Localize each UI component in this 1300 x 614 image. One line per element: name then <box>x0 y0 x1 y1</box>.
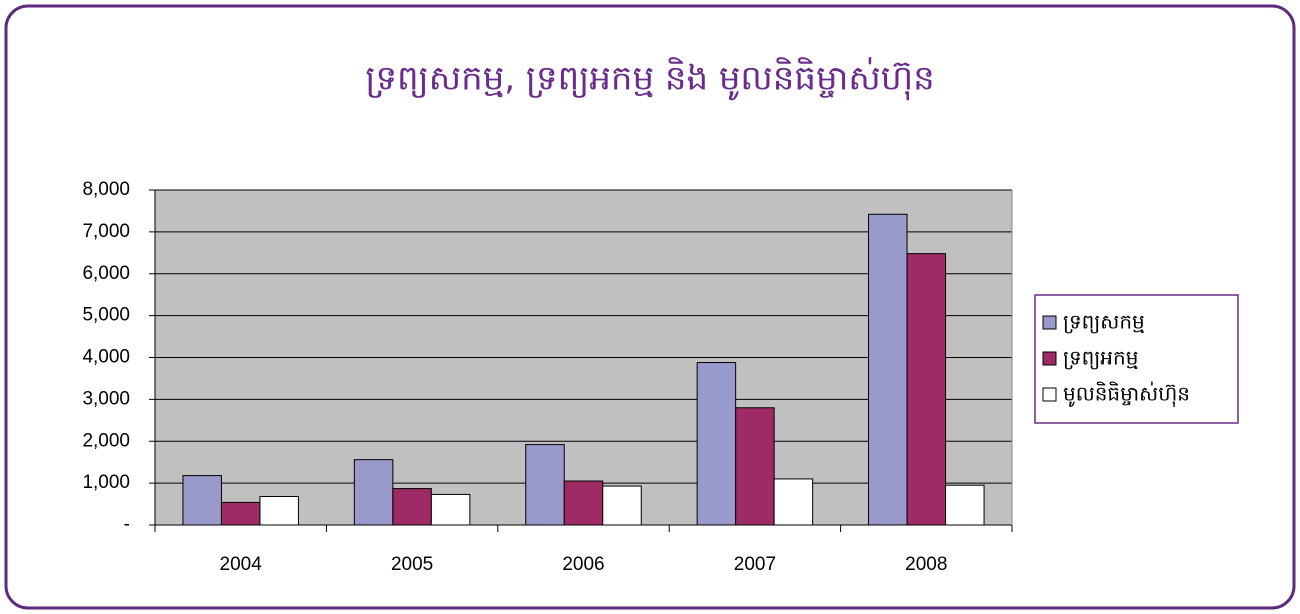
bar <box>773 478 814 526</box>
legend-swatch <box>1042 387 1057 402</box>
legend-swatch <box>1042 351 1057 366</box>
bar <box>525 444 565 526</box>
x-tick-label: 2004 <box>220 554 263 575</box>
bar <box>220 501 261 526</box>
bar <box>945 484 985 526</box>
bar <box>182 475 222 526</box>
y-tick-label: 5,000 <box>82 305 130 326</box>
y-tick-label: 7,000 <box>82 221 130 242</box>
y-tick-label: 8,000 <box>82 179 130 200</box>
chart-title: ទ្រព្យសកម្ម, ទ្រព្យអកម្ម និង មូលនិធិម្ចា… <box>365 57 934 101</box>
y-tick-label: - <box>124 514 130 535</box>
y-tick-label: 3,000 <box>82 388 130 409</box>
x-tick-label: 2008 <box>905 554 947 575</box>
legend-label: ទ្រព្យអកម្ម <box>1063 346 1138 370</box>
bar <box>696 362 737 526</box>
y-tick-label: 6,000 <box>82 263 130 284</box>
x-tick-label: 2006 <box>562 554 604 575</box>
y-tick-label: 2,000 <box>82 430 130 451</box>
x-tick-label: 2007 <box>734 554 776 575</box>
bar <box>353 459 394 526</box>
x-tick-label: 2005 <box>391 554 433 575</box>
y-tick-label: 1,000 <box>82 472 130 493</box>
legend-box <box>1034 294 1239 424</box>
legend-label: មូលនិធិម្ចាស់ហ៊ុន <box>1063 381 1190 408</box>
bar <box>906 253 947 526</box>
bar <box>259 496 299 526</box>
bar <box>392 488 432 526</box>
bar <box>735 407 775 526</box>
bar <box>868 213 908 526</box>
bar <box>602 485 642 526</box>
bar <box>430 493 471 526</box>
y-tick-label: 4,000 <box>82 347 130 368</box>
bar <box>563 480 604 526</box>
legend-label: ទ្រព្យសកម្ម <box>1063 310 1145 334</box>
legend-swatch <box>1042 315 1057 330</box>
